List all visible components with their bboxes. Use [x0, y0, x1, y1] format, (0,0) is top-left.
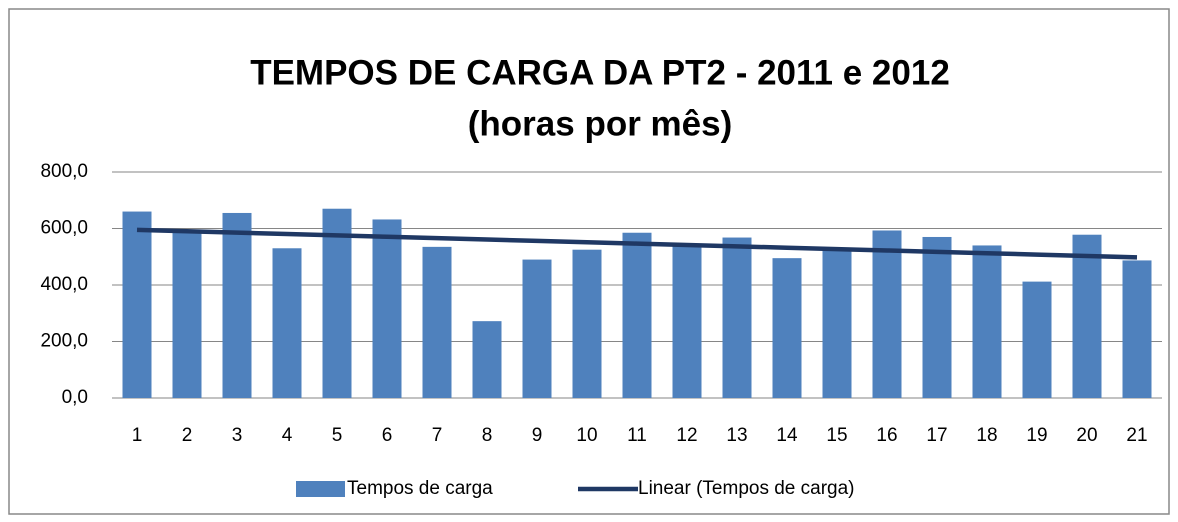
bar [172, 232, 202, 398]
x-tick-label: 21 [1126, 425, 1147, 446]
bar [522, 259, 552, 398]
x-tick-label: 2 [182, 425, 193, 446]
y-tick-label: 400,0 [40, 274, 88, 295]
bar [322, 208, 352, 398]
bar [772, 258, 802, 398]
bar [972, 245, 1002, 398]
bar [372, 219, 402, 398]
bar [272, 248, 302, 398]
x-tick-label: 8 [482, 425, 493, 446]
bar [122, 211, 152, 398]
x-tick-label: 10 [576, 425, 597, 446]
bar [1022, 281, 1052, 398]
x-tick-label: 12 [676, 425, 697, 446]
bar [922, 236, 952, 398]
x-tick-label: 19 [1026, 425, 1047, 446]
x-tick-label: 14 [776, 425, 798, 446]
y-tick-label: 800,0 [40, 161, 88, 182]
legend-label: Linear (Tempos de carga) [638, 478, 855, 499]
x-tick-label: 6 [382, 425, 393, 446]
bar [622, 232, 652, 398]
bar [422, 246, 452, 398]
bar [822, 248, 852, 398]
chart-title: (horas por mês) [468, 104, 733, 143]
x-tick-label: 18 [976, 425, 997, 446]
x-tick-label: 11 [627, 425, 647, 446]
bar [672, 244, 702, 398]
x-tick-label: 9 [532, 425, 543, 446]
bar [572, 249, 602, 398]
legend-label: Tempos de carga [347, 478, 493, 499]
x-tick-label: 15 [826, 425, 847, 446]
bar [1122, 260, 1152, 398]
x-tick-label: 13 [726, 425, 747, 446]
x-tick-label: 5 [332, 425, 343, 446]
x-tick-label: 7 [432, 425, 443, 446]
bar [722, 237, 752, 398]
x-tick-label: 20 [1076, 425, 1097, 446]
x-tick-label: 4 [282, 425, 293, 446]
x-tick-label: 17 [926, 425, 947, 446]
chart-title: TEMPOS DE CARGA DA PT2 - 2011 e 2012 [250, 53, 950, 92]
y-tick-label: 200,0 [40, 331, 88, 352]
trend-line [136, 227, 1138, 260]
y-tick-label: 0,0 [62, 387, 88, 408]
x-tick-label: 16 [876, 425, 897, 446]
x-tick-label: 1 [132, 425, 143, 446]
x-tick-label: 3 [232, 425, 243, 446]
legend-swatch [296, 481, 345, 497]
bar [1072, 234, 1102, 398]
y-tick-label: 600,0 [40, 218, 88, 239]
bar [872, 230, 902, 398]
bar [222, 212, 252, 398]
bar [472, 321, 502, 398]
